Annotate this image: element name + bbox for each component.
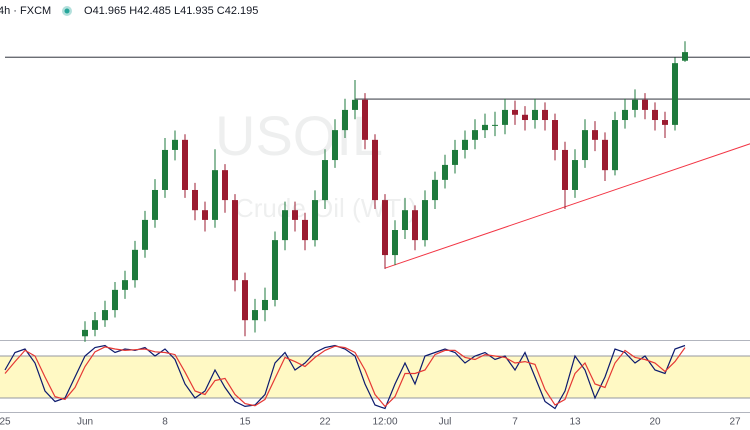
candle-body (482, 124, 488, 131)
candle-body (682, 52, 688, 61)
candle-body (112, 289, 118, 311)
candle-body (162, 149, 168, 190)
candle-body (252, 310, 258, 321)
candle-body (242, 280, 248, 321)
candle-body (322, 160, 328, 201)
candle-body (92, 320, 98, 330)
candle-body (392, 230, 398, 256)
low-label: L (174, 5, 180, 17)
low-value: 41.935 (180, 5, 214, 17)
candle-body (652, 109, 658, 121)
close-value: 42.195 (225, 5, 259, 17)
candle-body (332, 130, 338, 161)
oscillator-line (4, 345, 686, 408)
candle-body (612, 120, 618, 171)
x-tick-label: Jun (77, 417, 93, 428)
candle-body (222, 170, 228, 201)
watermark-symbol: USOIL (215, 104, 383, 167)
candle-body (552, 120, 558, 150)
candle-body (122, 280, 128, 290)
candle-body (312, 200, 318, 241)
candle-body (152, 189, 158, 220)
candle-body (282, 210, 288, 241)
candle-body (602, 139, 608, 171)
candle-body (622, 109, 628, 121)
open-value: 41.965 (93, 5, 127, 17)
candle-body (262, 299, 268, 311)
candle-body (542, 109, 548, 121)
candle-body (372, 139, 378, 201)
candle-body (302, 219, 308, 241)
candle-body (232, 200, 238, 281)
candle-body (412, 210, 418, 241)
candle-body (452, 149, 458, 165)
candle-body (522, 114, 528, 121)
candle-body (402, 210, 408, 231)
ohlc-readout: O41.965 H42.485 L41.935 C42.195 (84, 5, 258, 17)
candle-body (512, 109, 518, 115)
candle-body (192, 189, 198, 211)
candle-body (362, 99, 368, 140)
candle-body (352, 99, 358, 110)
x-tick-label: 27 (729, 417, 741, 428)
candle-body (292, 210, 298, 220)
candle-body (422, 200, 428, 241)
candle-body (632, 99, 638, 110)
trendline (384, 143, 750, 269)
candle-body (582, 130, 588, 161)
candle-body (182, 139, 188, 190)
open-label: O (84, 5, 93, 17)
x-tick-label: 8 (162, 417, 168, 428)
candle-body (142, 219, 148, 250)
candle-body (502, 109, 508, 125)
x-tick-label: 22 (319, 417, 331, 428)
candle-body (662, 120, 668, 125)
candle-body (132, 249, 138, 281)
candle-body (82, 329, 88, 337)
oscillator-line (4, 344, 686, 410)
candle-body (642, 99, 648, 110)
candle-body (382, 200, 388, 256)
candle-body (492, 124, 498, 126)
candle-body (472, 130, 478, 140)
candle-body (442, 164, 448, 180)
x-tick-label: Jul (439, 417, 452, 428)
candle-body (592, 130, 598, 140)
candle-body (532, 109, 538, 121)
close-label: C (217, 5, 225, 17)
x-tick-label: 13 (569, 417, 581, 428)
candle-body (202, 210, 208, 220)
candle-body (272, 240, 278, 300)
candle-body (432, 179, 438, 201)
x-tick-label: 20 (649, 417, 661, 428)
high-value: 42.485 (137, 5, 171, 17)
high-label: H (129, 5, 137, 17)
candle-body (172, 139, 178, 150)
candle-body (342, 109, 348, 131)
candle-body (572, 160, 578, 190)
oscillator-band (0, 356, 750, 398)
x-tick-label: 12:00 (372, 417, 397, 428)
x-tick-label: 25 (0, 417, 11, 428)
candle-body (672, 63, 678, 125)
candle-body (462, 139, 468, 150)
candle-body (562, 149, 568, 190)
candle-body (102, 310, 108, 321)
candle-body (212, 170, 218, 220)
x-tick-label: 7 (512, 417, 518, 428)
status-dot (64, 8, 70, 14)
x-tick-label: 15 (239, 417, 251, 428)
symbol-label: 4h · FXCM (0, 5, 51, 17)
